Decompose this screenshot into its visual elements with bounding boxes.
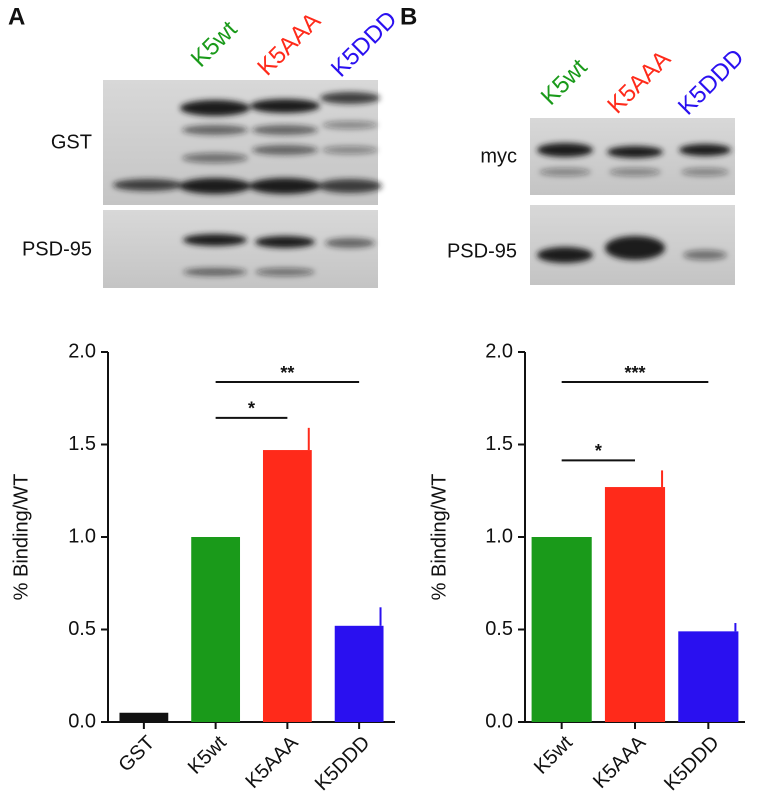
blot-label: PSD-95 — [447, 240, 517, 262]
lane-label: K5AAA — [602, 45, 676, 119]
y-tick-label: 1.5 — [68, 433, 96, 455]
x-tick-label: K5AAA — [589, 731, 651, 793]
significance-label: * — [248, 399, 255, 419]
panel-label: A — [8, 3, 25, 30]
blot-label: myc — [480, 145, 517, 167]
x-tick-label: K5AAA — [241, 731, 303, 793]
blot-psd95 — [103, 210, 378, 288]
y-tick-label: 0.0 — [485, 710, 513, 732]
bar — [678, 631, 739, 722]
x-tick-label: K5wt — [530, 731, 577, 778]
significance-label: ** — [280, 363, 294, 383]
lane-label: K5wt — [186, 16, 243, 73]
bar — [191, 537, 241, 722]
bar — [334, 625, 384, 722]
y-tick-label: 2.0 — [485, 340, 513, 362]
blot-psd95 — [530, 205, 735, 285]
y-tick-label: 1.0 — [485, 525, 513, 547]
lane-label: K5AAA — [252, 7, 326, 81]
y-axis-label: % Binding/WT — [10, 474, 32, 601]
y-axis-label: % Binding/WT — [428, 474, 450, 601]
x-tick-label: K5DDD — [660, 732, 723, 795]
x-tick-label: GST — [115, 732, 160, 777]
bar — [262, 450, 312, 722]
y-tick-label: 0.5 — [485, 618, 513, 640]
bar — [604, 487, 666, 722]
bar — [531, 537, 592, 722]
y-tick-label: 0.5 — [68, 618, 96, 640]
lane-label: K5DDD — [673, 44, 750, 121]
panel-label: B — [400, 3, 417, 30]
blot-gst — [103, 80, 382, 205]
x-tick-label: K5wt — [184, 731, 231, 778]
x-tick-label: K5DDD — [311, 732, 374, 795]
blot-label: PSD-95 — [22, 238, 92, 260]
significance-label: * — [595, 441, 602, 461]
significance-label: *** — [624, 363, 645, 383]
y-tick-label: 2.0 — [68, 340, 96, 362]
y-tick-label: 0.0 — [68, 710, 96, 732]
lane-label: K5wt — [536, 54, 593, 111]
bar — [119, 712, 169, 722]
y-tick-label: 1.0 — [68, 525, 96, 547]
blot-myc — [530, 118, 735, 195]
blot-label: GST — [51, 131, 92, 153]
lane-label: K5DDD — [326, 6, 403, 83]
y-tick-label: 1.5 — [485, 433, 513, 455]
